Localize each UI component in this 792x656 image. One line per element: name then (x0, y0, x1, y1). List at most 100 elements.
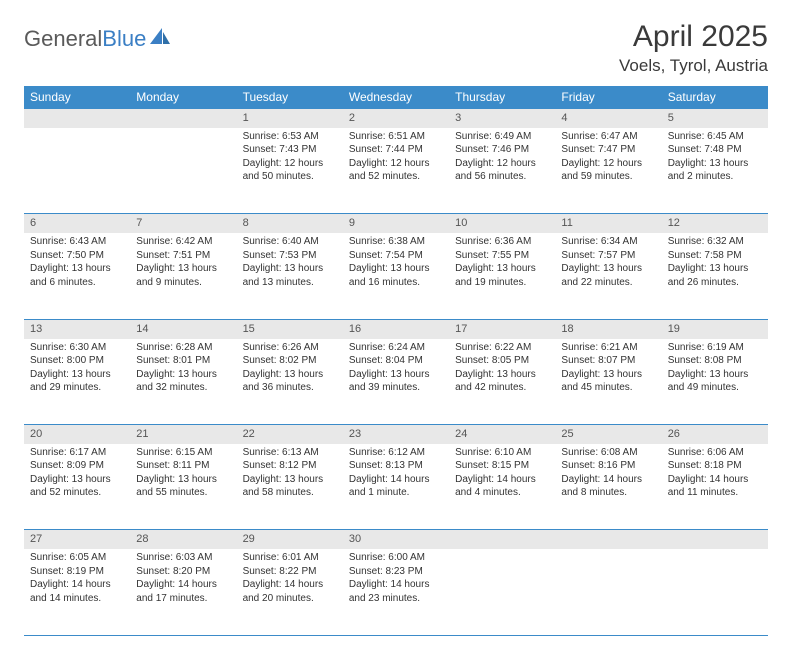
day-content-cell (449, 549, 555, 635)
day-content-cell: Sunrise: 6:36 AMSunset: 7:55 PMDaylight:… (449, 233, 555, 319)
calendar-table: SundayMondayTuesdayWednesdayThursdayFrid… (24, 86, 768, 636)
sunset-line: Sunset: 8:02 PM (243, 354, 337, 368)
sunrise-line: Sunrise: 6:03 AM (136, 551, 230, 565)
day-content-cell: Sunrise: 6:15 AMSunset: 8:11 PMDaylight:… (130, 444, 236, 530)
day-number-cell: 5 (662, 109, 768, 128)
calendar-page: GeneralBlue April 2025 Voels, Tyrol, Aus… (0, 0, 792, 656)
day-content: Sunrise: 6:10 AMSunset: 8:15 PMDaylight:… (449, 444, 555, 504)
daynum-row: 6789101112 (24, 214, 768, 233)
daylight-line: Daylight: 13 hours and 39 minutes. (349, 368, 443, 395)
day-number-cell: 8 (237, 214, 343, 233)
day-number-cell: 29 (237, 530, 343, 549)
day-content: Sunrise: 6:40 AMSunset: 7:53 PMDaylight:… (237, 233, 343, 293)
sunrise-line: Sunrise: 6:00 AM (349, 551, 443, 565)
sunrise-line: Sunrise: 6:45 AM (668, 130, 762, 144)
sunrise-line: Sunrise: 6:38 AM (349, 235, 443, 249)
sunset-line: Sunset: 8:09 PM (30, 459, 124, 473)
day-content: Sunrise: 6:30 AMSunset: 8:00 PMDaylight:… (24, 339, 130, 399)
content-row: Sunrise: 6:17 AMSunset: 8:09 PMDaylight:… (24, 444, 768, 530)
sunrise-line: Sunrise: 6:10 AM (455, 446, 549, 460)
day-number-cell: 30 (343, 530, 449, 549)
sunset-line: Sunset: 8:00 PM (30, 354, 124, 368)
sunrise-line: Sunrise: 6:19 AM (668, 341, 762, 355)
daylight-line: Daylight: 13 hours and 22 minutes. (561, 262, 655, 289)
day-content: Sunrise: 6:28 AMSunset: 8:01 PMDaylight:… (130, 339, 236, 399)
day-number-cell (555, 530, 661, 549)
sunset-line: Sunset: 8:01 PM (136, 354, 230, 368)
daylight-line: Daylight: 13 hours and 16 minutes. (349, 262, 443, 289)
sunset-line: Sunset: 7:55 PM (455, 249, 549, 263)
sunrise-line: Sunrise: 6:36 AM (455, 235, 549, 249)
day-content-cell: Sunrise: 6:13 AMSunset: 8:12 PMDaylight:… (237, 444, 343, 530)
day-number-cell: 28 (130, 530, 236, 549)
day-number-cell: 27 (24, 530, 130, 549)
sunset-line: Sunset: 8:16 PM (561, 459, 655, 473)
day-content: Sunrise: 6:06 AMSunset: 8:18 PMDaylight:… (662, 444, 768, 504)
day-content: Sunrise: 6:53 AMSunset: 7:43 PMDaylight:… (237, 128, 343, 188)
weekday-header: Sunday (24, 86, 130, 109)
sunset-line: Sunset: 8:12 PM (243, 459, 337, 473)
brand-part2: Blue (102, 26, 146, 51)
brand-logo: GeneralBlue (24, 26, 172, 52)
sunrise-line: Sunrise: 6:40 AM (243, 235, 337, 249)
daylight-line: Daylight: 13 hours and 36 minutes. (243, 368, 337, 395)
weekday-header: Tuesday (237, 86, 343, 109)
day-content-cell: Sunrise: 6:12 AMSunset: 8:13 PMDaylight:… (343, 444, 449, 530)
daynum-row: 27282930 (24, 530, 768, 549)
daylight-line: Daylight: 14 hours and 17 minutes. (136, 578, 230, 605)
day-content: Sunrise: 6:17 AMSunset: 8:09 PMDaylight:… (24, 444, 130, 504)
daylight-line: Daylight: 13 hours and 6 minutes. (30, 262, 124, 289)
day-content: Sunrise: 6:00 AMSunset: 8:23 PMDaylight:… (343, 549, 449, 609)
sunset-line: Sunset: 7:53 PM (243, 249, 337, 263)
day-content-cell: Sunrise: 6:38 AMSunset: 7:54 PMDaylight:… (343, 233, 449, 319)
day-content-cell: Sunrise: 6:17 AMSunset: 8:09 PMDaylight:… (24, 444, 130, 530)
day-number-cell (130, 109, 236, 128)
day-content-cell: Sunrise: 6:34 AMSunset: 7:57 PMDaylight:… (555, 233, 661, 319)
day-content: Sunrise: 6:32 AMSunset: 7:58 PMDaylight:… (662, 233, 768, 293)
daylight-line: Daylight: 12 hours and 50 minutes. (243, 157, 337, 184)
day-content: Sunrise: 6:38 AMSunset: 7:54 PMDaylight:… (343, 233, 449, 293)
daylight-line: Daylight: 13 hours and 2 minutes. (668, 157, 762, 184)
day-number-cell: 10 (449, 214, 555, 233)
day-content: Sunrise: 6:51 AMSunset: 7:44 PMDaylight:… (343, 128, 449, 188)
sunrise-line: Sunrise: 6:13 AM (243, 446, 337, 460)
sunrise-line: Sunrise: 6:53 AM (243, 130, 337, 144)
day-content-cell: Sunrise: 6:06 AMSunset: 8:18 PMDaylight:… (662, 444, 768, 530)
daylight-line: Daylight: 13 hours and 26 minutes. (668, 262, 762, 289)
daynum-row: 13141516171819 (24, 319, 768, 338)
sunset-line: Sunset: 7:48 PM (668, 143, 762, 157)
day-content-cell: Sunrise: 6:49 AMSunset: 7:46 PMDaylight:… (449, 128, 555, 214)
day-number-cell: 24 (449, 425, 555, 444)
content-row: Sunrise: 6:05 AMSunset: 8:19 PMDaylight:… (24, 549, 768, 635)
day-content: Sunrise: 6:21 AMSunset: 8:07 PMDaylight:… (555, 339, 661, 399)
day-number-cell (662, 530, 768, 549)
day-content: Sunrise: 6:15 AMSunset: 8:11 PMDaylight:… (130, 444, 236, 504)
daylight-line: Daylight: 13 hours and 55 minutes. (136, 473, 230, 500)
daylight-line: Daylight: 14 hours and 14 minutes. (30, 578, 124, 605)
sunrise-line: Sunrise: 6:15 AM (136, 446, 230, 460)
sunset-line: Sunset: 7:58 PM (668, 249, 762, 263)
day-content: Sunrise: 6:01 AMSunset: 8:22 PMDaylight:… (237, 549, 343, 609)
day-content: Sunrise: 6:42 AMSunset: 7:51 PMDaylight:… (130, 233, 236, 293)
day-content-cell: Sunrise: 6:01 AMSunset: 8:22 PMDaylight:… (237, 549, 343, 635)
day-number-cell: 12 (662, 214, 768, 233)
daylight-line: Daylight: 13 hours and 29 minutes. (30, 368, 124, 395)
sunrise-line: Sunrise: 6:30 AM (30, 341, 124, 355)
day-number-cell: 4 (555, 109, 661, 128)
day-content-cell (555, 549, 661, 635)
day-content-cell: Sunrise: 6:28 AMSunset: 8:01 PMDaylight:… (130, 339, 236, 425)
daylight-line: Daylight: 13 hours and 52 minutes. (30, 473, 124, 500)
sunrise-line: Sunrise: 6:01 AM (243, 551, 337, 565)
day-content: Sunrise: 6:49 AMSunset: 7:46 PMDaylight:… (449, 128, 555, 188)
day-number-cell: 9 (343, 214, 449, 233)
daylight-line: Daylight: 13 hours and 19 minutes. (455, 262, 549, 289)
sunrise-line: Sunrise: 6:28 AM (136, 341, 230, 355)
location: Voels, Tyrol, Austria (619, 56, 768, 76)
day-content-cell: Sunrise: 6:00 AMSunset: 8:23 PMDaylight:… (343, 549, 449, 635)
sunrise-line: Sunrise: 6:22 AM (455, 341, 549, 355)
daylight-line: Daylight: 12 hours and 56 minutes. (455, 157, 549, 184)
weekday-header: Friday (555, 86, 661, 109)
weekday-header: Wednesday (343, 86, 449, 109)
day-content-cell: Sunrise: 6:32 AMSunset: 7:58 PMDaylight:… (662, 233, 768, 319)
daylight-line: Daylight: 13 hours and 13 minutes. (243, 262, 337, 289)
